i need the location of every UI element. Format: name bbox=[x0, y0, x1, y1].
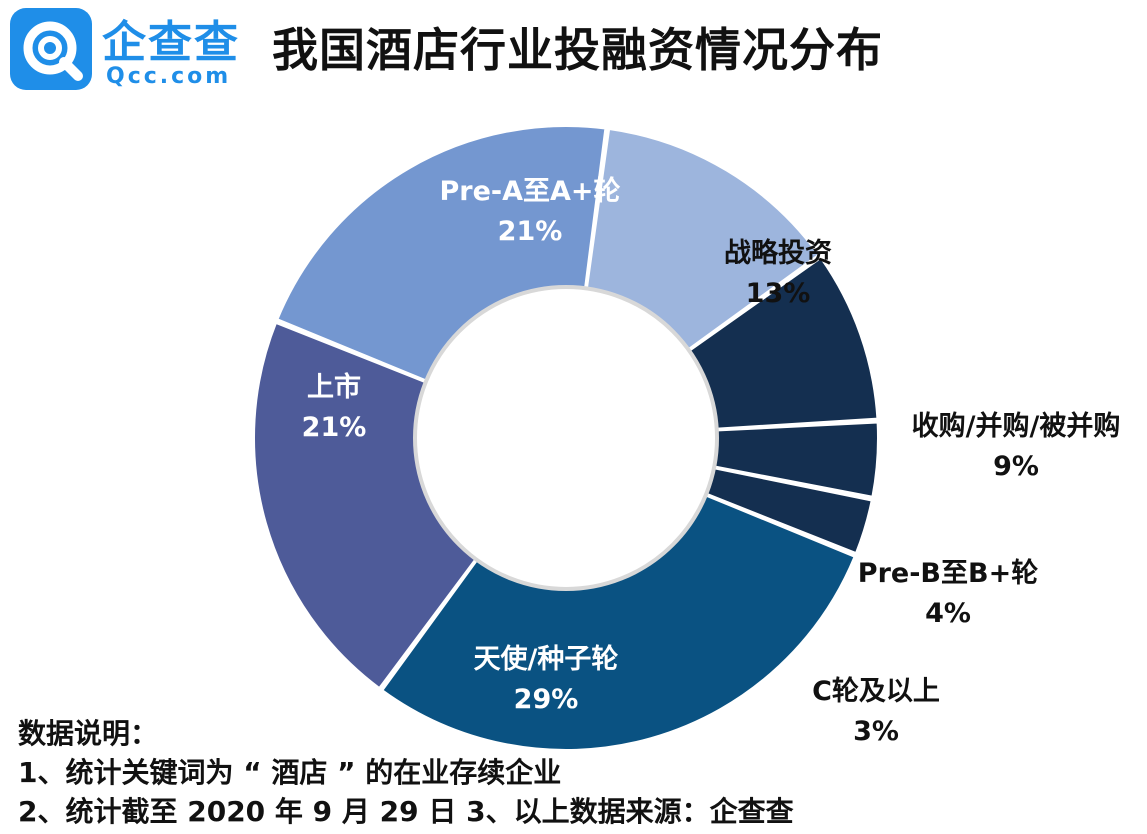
brand-name-en: Qcc.com bbox=[106, 64, 232, 89]
brand-logo: 企查查 Qcc.com bbox=[10, 8, 260, 94]
slice-percent-label: 3% bbox=[853, 716, 899, 747]
slice-label: 天使/种子轮 bbox=[474, 644, 619, 675]
slice-percent-label: 9% bbox=[993, 451, 1039, 482]
donut-hole bbox=[413, 285, 719, 591]
brand-name-cn: 企查查 bbox=[102, 17, 240, 68]
slice-label: Pre-B至B+轮 bbox=[858, 558, 1038, 589]
slice-percent-label: 21% bbox=[302, 412, 367, 443]
slice-percent-label: 4% bbox=[925, 598, 971, 629]
notes-heading: 数据说明： bbox=[18, 717, 159, 750]
page-title: 我国酒店行业投融资情况分布 bbox=[272, 23, 883, 77]
data-notes: 数据说明： 1、统计关键词为 “ 酒店 ” 的在业存续企业 2、统计截至 202… bbox=[18, 714, 794, 831]
slice-percent-label: 29% bbox=[514, 684, 579, 715]
slice-percent-label: 21% bbox=[498, 216, 563, 247]
slice-label: 收购/并购/被并购 bbox=[912, 410, 1121, 442]
notes-line-2: 2、统计截至 2020 年 9 月 29 日 3、以上数据来源：企查查 bbox=[18, 795, 794, 828]
slice-label: Pre-A至A+轮 bbox=[439, 176, 620, 207]
slice-label: C轮及以上 bbox=[812, 676, 940, 707]
qcc-logo-icon bbox=[10, 8, 92, 90]
notes-line-1: 1、统计关键词为 “ 酒店 ” 的在业存续企业 bbox=[18, 756, 562, 789]
slice-label: 战略投资 bbox=[724, 237, 832, 269]
slice-label: 上市 bbox=[307, 371, 361, 403]
slice-percent-label: 13% bbox=[746, 278, 811, 309]
